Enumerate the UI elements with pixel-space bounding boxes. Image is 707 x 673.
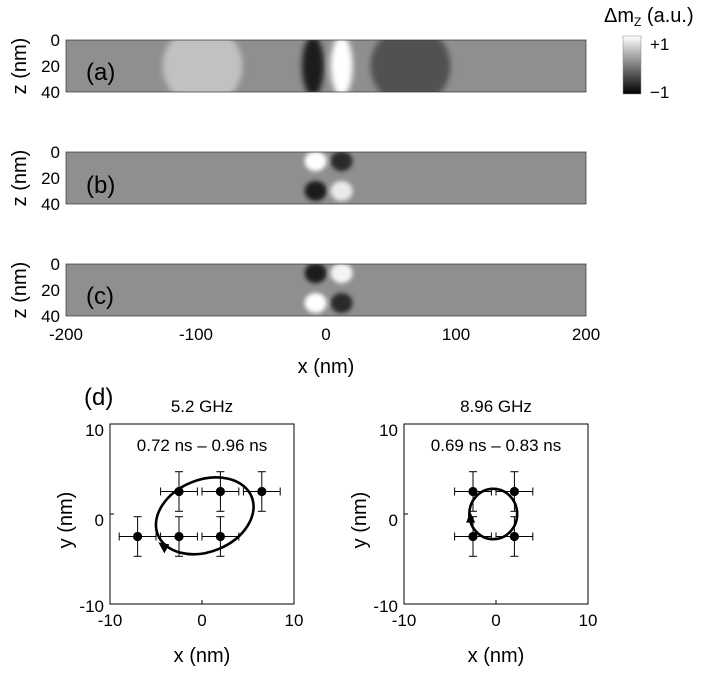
orbit-8p96-point-0 — [468, 486, 478, 497]
orbit-5p2-annotation: 0.72 ns – 0.96 ns — [137, 436, 267, 455]
orbit-5p2-point-2 — [215, 531, 225, 542]
orbit-5p2-ytick-m10: -10 — [79, 597, 104, 616]
colorbar-label: ΔmZ (a.u.) — [604, 5, 694, 29]
panel-label-a: (a) — [86, 59, 115, 86]
heatmap-c-ylabel: z (nm) — [9, 262, 31, 319]
heatmap-b-feature-3 — [330, 181, 353, 201]
orbit-8p96-point-3 — [509, 531, 519, 542]
heatmap-a-background — [66, 40, 586, 92]
orbit-5p2-xtick-0: 0 — [197, 611, 206, 630]
colorbar-ramp — [622, 35, 642, 95]
panel-label-d: (d) — [84, 384, 113, 411]
heatmap-c-feature-3 — [330, 293, 353, 313]
colorbar: ΔmZ (a.u.) +1 −1 — [604, 5, 694, 102]
heatmap-a-feature-2 — [330, 40, 353, 92]
heatmap-b-ylabel: z (nm) — [9, 150, 31, 207]
heatmap-c-feature-0 — [304, 264, 327, 284]
heatmap-c-image — [66, 264, 586, 316]
heatmap-c-ytick-40: 40 — [41, 307, 60, 326]
orbit-5p2-title: 5.2 GHz — [171, 397, 233, 416]
heatmap-c-ytick-20: 20 — [41, 281, 60, 300]
orbit-8p96-direction-arrow — [466, 511, 476, 523]
orbit-8p96-ytick-m10: -10 — [373, 597, 398, 616]
heatmap-c-feature-2 — [304, 293, 327, 313]
orbit-5p2-point-4 — [215, 486, 225, 497]
heatmap-c-xlabel: x (nm) — [298, 356, 355, 378]
heatmap-c-feature-1 — [330, 264, 353, 284]
heatmap-a-feature-0 — [162, 40, 243, 92]
heatmap-b-feature-2 — [304, 181, 327, 201]
orbit-5p2-xtick-10: 10 — [285, 611, 304, 630]
heatmap-a-image — [66, 40, 586, 92]
orbit-5p2-point-3 — [174, 486, 184, 497]
heatmap-b-image — [66, 152, 586, 204]
orbit-panel-5p2: (d) 5.2 GHz 0.72 ns – 0.96 ns 10 0 -10 -… — [55, 384, 303, 667]
heatmap-b-feature-0 — [304, 152, 327, 172]
orbit-5p2-point-5 — [257, 486, 267, 497]
heatmap-a-ytick-20: 20 — [41, 57, 60, 76]
orbit-5p2-ytick-0: 0 — [95, 511, 104, 530]
heatmap-a-ytick-0: 0 — [51, 31, 60, 50]
heatmap-panel-c: (c) z (nm) 0 20 40 -200 -100 0 100 200 x… — [9, 255, 600, 378]
orbit-8p96-xtick-10: 10 — [579, 611, 598, 630]
panel-label-c: (c) — [86, 283, 114, 310]
colorbar-min-label: −1 — [650, 83, 669, 102]
orbit-5p2-direction-arrow — [158, 542, 170, 554]
heatmap-b-ytick-40: 40 — [41, 195, 60, 214]
heatmap-a-feature-1 — [302, 40, 324, 92]
orbit-5p2-xtick-m10: -10 — [98, 611, 123, 630]
orbit-8p96-xlabel: x (nm) — [468, 645, 525, 667]
heatmap-c-xtick-200: 200 — [572, 325, 600, 344]
heatmap-panel-b: (b) z (nm) 0 20 40 — [9, 143, 587, 214]
heatmap-c-xtick-0: 0 — [321, 325, 330, 344]
heatmap-c-xtick-m100: -100 — [179, 325, 213, 344]
orbit-8p96-ytick-0: 0 — [389, 511, 398, 530]
heatmap-b-feature-1 — [330, 152, 353, 172]
orbit-5p2-xlabel: x (nm) — [174, 645, 231, 667]
orbit-8p96-trajectory — [468, 487, 519, 541]
heatmap-a-ytick-40: 40 — [41, 83, 60, 102]
heatmap-c-xtick-m200: -200 — [49, 325, 83, 344]
orbit-8p96-xtick-m10: -10 — [392, 611, 417, 630]
orbit-8p96-xtick-0: 0 — [491, 611, 500, 630]
orbit-8p96-title: 8.96 GHz — [460, 397, 532, 416]
orbit-5p2-point-1 — [174, 531, 184, 542]
heatmap-a-ylabel: z (nm) — [9, 38, 31, 95]
orbit-8p96-point-1 — [509, 486, 519, 497]
orbit-5p2-ylabel: y (nm) — [55, 492, 77, 549]
heatmap-b-ytick-0: 0 — [51, 143, 60, 162]
heatmap-panel-a: (a) z (nm) 0 20 40 — [9, 31, 587, 102]
heatmap-c-xtick-100: 100 — [442, 325, 470, 344]
heatmap-b-ytick-20: 20 — [41, 169, 60, 188]
orbit-8p96-point-2 — [468, 531, 478, 542]
heatmap-c-ytick-0: 0 — [51, 255, 60, 274]
orbit-8p96-marks — [403, 423, 589, 605]
orbit-5p2-marks — [109, 423, 295, 605]
orbit-panel-8p96: 8.96 GHz 0.69 ns – 0.83 ns 10 0 -10 -10 … — [349, 397, 597, 667]
orbit-5p2-point-0 — [133, 531, 143, 542]
heatmap-a-feature-3 — [370, 40, 451, 92]
orbit-8p96-ylabel: y (nm) — [349, 492, 371, 549]
orbit-8p96-ytick-10: 10 — [379, 421, 398, 440]
orbit-8p96-annotation: 0.69 ns – 0.83 ns — [431, 436, 561, 455]
colorbar-max-label: +1 — [650, 35, 669, 54]
panel-label-b: (b) — [86, 172, 115, 199]
orbit-5p2-ytick-10: 10 — [85, 421, 104, 440]
orbit-5p2-trajectory — [154, 476, 255, 556]
